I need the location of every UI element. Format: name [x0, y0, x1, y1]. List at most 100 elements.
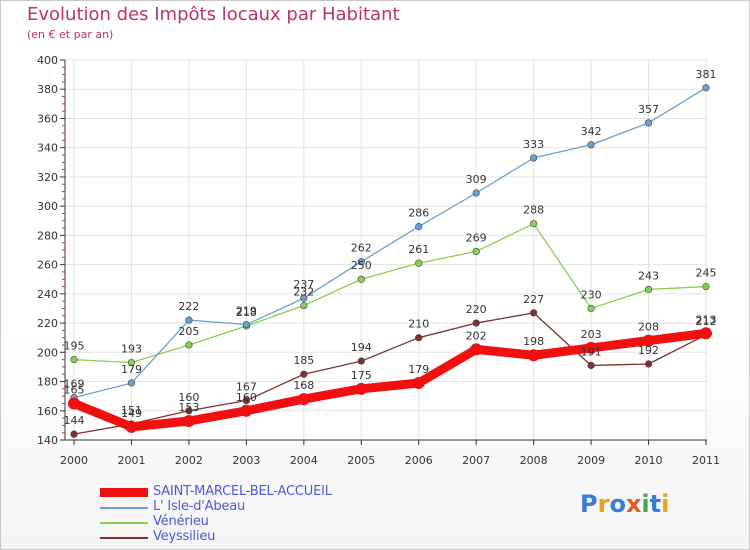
data-point	[185, 407, 193, 415]
series-line-2	[73, 223, 707, 364]
data-point	[185, 341, 193, 349]
data-point	[587, 361, 595, 370]
data-label: 194	[351, 341, 372, 354]
y-tick-label: 340	[37, 142, 58, 155]
y-tick-label: 380	[37, 83, 58, 96]
data-label: 160	[178, 391, 199, 404]
data-point	[472, 189, 480, 197]
data-label: 227	[523, 293, 544, 306]
data-point	[297, 393, 310, 406]
y-tick-label: 140	[37, 434, 58, 447]
data-label: 245	[696, 267, 717, 280]
chart-title: Evolution des Impôts locaux par Habitant	[27, 4, 400, 25]
data-label: 213	[696, 313, 717, 326]
y-tick-label: 280	[37, 229, 58, 242]
chart-subtitle: (en € et par an)	[27, 28, 114, 41]
data-point	[300, 370, 308, 378]
data-label: 169	[64, 378, 85, 391]
data-point	[127, 358, 136, 367]
data-point	[415, 259, 423, 267]
data-point	[412, 377, 425, 389]
data-label: 261	[408, 243, 429, 256]
data-label: 198	[523, 335, 544, 348]
y-tick-label: 400	[37, 54, 58, 67]
data-point	[470, 343, 483, 356]
logo-letter: i	[661, 490, 670, 518]
data-point	[70, 430, 78, 438]
data-label: 219	[236, 305, 257, 318]
data-label: 185	[293, 354, 314, 367]
logo-letter: o	[609, 490, 626, 518]
data-label: 230	[581, 288, 602, 301]
data-label: 192	[638, 344, 659, 357]
data-point	[644, 119, 653, 127]
data-label: 243	[638, 269, 659, 282]
x-tick-label: 2009	[577, 454, 605, 467]
data-label: 212	[696, 315, 717, 328]
y-tick-label: 240	[37, 288, 58, 301]
data-label: 179	[121, 363, 142, 376]
data-label: 381	[696, 68, 717, 81]
data-point	[472, 247, 480, 256]
data-label: 269	[466, 231, 487, 244]
data-label: 210	[408, 318, 429, 331]
data-label: 250	[351, 259, 372, 272]
data-label: 218	[236, 306, 257, 319]
data-label: 168	[293, 379, 314, 392]
data-point	[300, 294, 308, 302]
data-label: 165	[64, 383, 85, 396]
data-point	[585, 341, 598, 354]
data-label: 208	[638, 321, 659, 334]
logo-letter: i	[641, 490, 650, 518]
data-label: 309	[466, 173, 487, 186]
proxiti-logo: Proxiti	[580, 490, 669, 518]
data-point	[530, 309, 538, 317]
y-tick-label: 360	[37, 112, 58, 125]
data-point	[357, 258, 365, 266]
x-tick-label: 2010	[635, 454, 663, 467]
x-tick-label: 2006	[405, 454, 433, 467]
legend-label: Veyssilieu	[153, 529, 216, 544]
data-point	[68, 397, 80, 410]
data-label: 232	[293, 286, 314, 299]
x-tick-label: 2008	[520, 454, 548, 467]
data-point	[415, 334, 423, 342]
data-label: 175	[351, 369, 372, 382]
x-tick-label: 2001	[117, 454, 145, 467]
data-label: 153	[178, 401, 199, 414]
series-line-3	[73, 312, 707, 435]
series-line-0	[69, 328, 711, 432]
data-label: 195	[64, 340, 85, 353]
data-point	[242, 396, 250, 405]
data-label: 357	[638, 103, 659, 116]
data-point	[587, 141, 595, 149]
data-point	[700, 327, 712, 340]
data-point	[357, 357, 365, 365]
data-point	[185, 316, 193, 324]
data-label: 149	[121, 407, 142, 420]
y-tick-label: 300	[37, 200, 58, 213]
data-point	[702, 282, 710, 291]
plot-area	[65, 60, 707, 440]
x-tick-label: 2000	[60, 454, 88, 467]
data-label: 193	[121, 343, 142, 356]
data-point	[355, 382, 368, 395]
x-tick-label: 2007	[462, 454, 490, 467]
data-point	[587, 304, 595, 313]
data-point	[702, 84, 710, 92]
y-tick-label: 160	[37, 405, 58, 418]
x-tick-label: 2003	[232, 454, 260, 467]
logo-letter: r	[597, 490, 610, 518]
data-label: 288	[523, 204, 544, 217]
data-point	[644, 285, 653, 294]
data-point	[642, 334, 655, 347]
data-label: 191	[581, 345, 602, 358]
data-label: 203	[581, 328, 602, 341]
x-tick-label: 2011	[692, 454, 720, 467]
data-label: 222	[178, 300, 199, 313]
data-label: 262	[351, 242, 372, 255]
legend-label: SAINT-MARCEL-BEL-ACCUEIL	[153, 484, 332, 499]
data-label: 179	[408, 363, 429, 376]
y-tick-label: 180	[37, 376, 58, 389]
